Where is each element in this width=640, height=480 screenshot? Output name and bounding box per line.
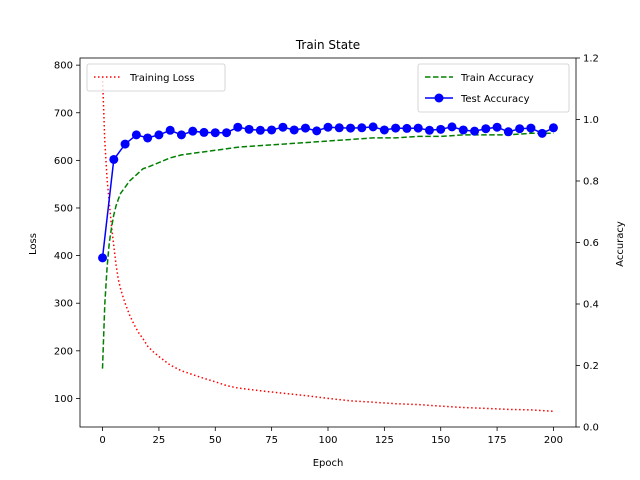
legend-marker [434, 93, 444, 103]
data-point [210, 128, 220, 138]
data-point [334, 123, 344, 133]
y-tick-label-right: 1.0 [583, 115, 599, 126]
data-point [436, 124, 446, 134]
x-tick-label: 175 [488, 435, 507, 446]
y-tick-label-right: 0.0 [583, 423, 599, 434]
legend-entry: Test Accuracy [460, 94, 530, 105]
plot-frame [79, 57, 577, 428]
x-tick-label: 150 [431, 435, 450, 446]
x-tick-label: 0 [99, 435, 105, 446]
legend-entry: Training Loss [129, 73, 195, 84]
y-tick-label-right: 0.2 [583, 361, 599, 372]
y-tick-label-right: 1.2 [583, 54, 599, 65]
y-tick-label-right: 0.8 [583, 177, 599, 188]
y-tick-label-left: 200 [54, 346, 73, 357]
x-tick-label: 50 [209, 435, 222, 446]
legend-entry: Train Accuracy [460, 73, 534, 84]
data-point [289, 125, 299, 135]
data-point [131, 130, 141, 140]
y-tick-label-left: 100 [54, 394, 73, 405]
data-point [526, 123, 536, 133]
x-tick-label: 100 [318, 435, 337, 446]
data-point [503, 127, 513, 137]
x-axis-label: Epoch [313, 458, 344, 469]
data-point [165, 125, 175, 135]
data-point [379, 125, 389, 135]
data-point [391, 123, 401, 133]
data-point [267, 125, 277, 135]
x-tick-label: 75 [265, 435, 278, 446]
data-point [323, 122, 333, 132]
data-point [233, 122, 243, 132]
data-point [413, 123, 423, 133]
x-tick-label: 125 [375, 435, 394, 446]
legend-box [86, 63, 226, 92]
y-tick-label-left: 400 [54, 251, 73, 262]
data-point [346, 123, 356, 133]
data-point [481, 124, 491, 134]
x-tick-label: 200 [544, 435, 563, 446]
data-point [278, 122, 288, 132]
data-point [143, 133, 153, 143]
data-point [515, 124, 525, 134]
axes-layer: 0 25 50 75 100 125 150 175 200 100 200 300 400 500 600… [54, 54, 599, 447]
legend-box [417, 63, 570, 113]
x-tick-label: 25 [153, 435, 166, 446]
data-point [548, 123, 558, 133]
data-point [154, 130, 164, 140]
data-point [470, 126, 480, 136]
y-tick-label-right: 0.4 [583, 300, 599, 311]
data-point [188, 126, 198, 136]
data-point [98, 253, 108, 263]
data-point [368, 122, 378, 132]
data-point [255, 125, 265, 135]
series-line-train-accuracy [101, 132, 554, 369]
y-tick-label-left: 300 [54, 299, 73, 310]
data-point [312, 126, 322, 136]
y-tick-label-right: 0.6 [583, 238, 599, 249]
series-line-test-accuracy [101, 126, 554, 258]
data-point [458, 125, 468, 135]
data-point [424, 125, 434, 135]
data-point [109, 154, 119, 164]
data-point [402, 123, 412, 133]
data-point [492, 122, 502, 132]
y-axis-label-left: Loss [28, 233, 39, 255]
data-point [447, 122, 457, 132]
data-point [176, 130, 186, 140]
legend-layer: Training Loss Train Accuracy Test Accuracy [86, 63, 570, 113]
data-point [300, 123, 310, 133]
data-point [222, 128, 232, 138]
data-point [537, 128, 547, 138]
y-tick-label-left: 800 [54, 61, 73, 72]
data-point [244, 124, 254, 134]
y-axis-label-right: Accuracy [615, 221, 626, 267]
y-tick-label-left: 500 [54, 203, 73, 214]
data-point [199, 127, 209, 137]
y-tick-label-left: 700 [54, 108, 73, 119]
chart-title: Train State [295, 38, 360, 52]
series-layer [98, 76, 558, 413]
data-point [357, 123, 367, 133]
y-tick-label-left: 600 [54, 156, 73, 167]
data-point [120, 139, 130, 149]
